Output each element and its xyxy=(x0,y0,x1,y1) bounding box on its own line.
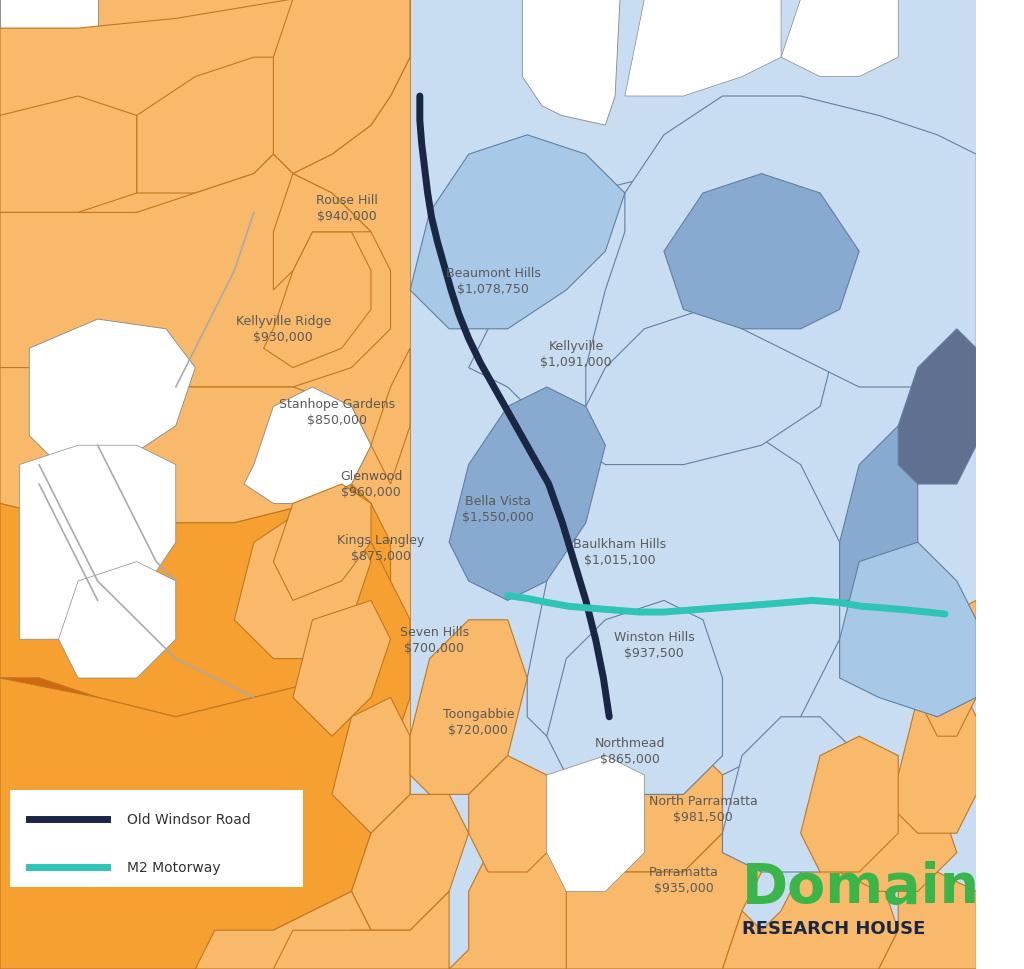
Polygon shape xyxy=(371,349,410,484)
Text: Parramatta
$935,000: Parramatta $935,000 xyxy=(648,865,719,894)
Text: Seven Hills
$700,000: Seven Hills $700,000 xyxy=(400,625,469,654)
Polygon shape xyxy=(410,0,976,969)
Polygon shape xyxy=(450,833,586,969)
Text: Old Windsor Road: Old Windsor Road xyxy=(127,812,251,826)
Polygon shape xyxy=(625,0,781,97)
Polygon shape xyxy=(351,795,469,930)
Polygon shape xyxy=(0,484,390,717)
Polygon shape xyxy=(0,0,410,233)
Polygon shape xyxy=(263,233,371,368)
Polygon shape xyxy=(410,620,527,795)
Polygon shape xyxy=(586,97,976,407)
Polygon shape xyxy=(664,174,859,329)
Text: Stanhope Gardens
$850,000: Stanhope Gardens $850,000 xyxy=(279,397,395,426)
Polygon shape xyxy=(522,0,620,126)
Polygon shape xyxy=(0,368,371,523)
Polygon shape xyxy=(0,0,97,29)
Text: Toongabbie
$720,000: Toongabbie $720,000 xyxy=(442,707,514,736)
Polygon shape xyxy=(0,97,136,213)
Polygon shape xyxy=(0,155,390,388)
Text: Glenwood
$960,000: Glenwood $960,000 xyxy=(340,470,402,499)
Polygon shape xyxy=(254,0,410,174)
Polygon shape xyxy=(918,601,976,736)
Polygon shape xyxy=(136,58,273,194)
Polygon shape xyxy=(273,891,450,969)
Polygon shape xyxy=(0,678,136,872)
Polygon shape xyxy=(58,562,176,678)
Polygon shape xyxy=(547,601,723,795)
Polygon shape xyxy=(176,795,371,930)
Polygon shape xyxy=(78,930,196,969)
Text: RESEARCH HOUSE: RESEARCH HOUSE xyxy=(742,920,926,937)
Polygon shape xyxy=(0,0,410,969)
Polygon shape xyxy=(19,446,176,640)
Polygon shape xyxy=(801,736,898,872)
Polygon shape xyxy=(723,717,859,872)
Polygon shape xyxy=(0,484,410,969)
Polygon shape xyxy=(723,853,898,969)
Text: Beaumont Hills
$1,078,750: Beaumont Hills $1,078,750 xyxy=(445,266,541,296)
Polygon shape xyxy=(469,174,840,465)
Polygon shape xyxy=(244,388,371,504)
Text: Northmead
$865,000: Northmead $865,000 xyxy=(595,736,665,766)
Polygon shape xyxy=(840,543,976,717)
Text: Kellyville Ridge
$930,000: Kellyville Ridge $930,000 xyxy=(236,315,331,344)
Polygon shape xyxy=(234,504,371,659)
Text: Rouse Hill
$940,000: Rouse Hill $940,000 xyxy=(315,194,378,223)
Text: North Parramatta
$981,500: North Parramatta $981,500 xyxy=(648,795,758,824)
Polygon shape xyxy=(879,678,976,833)
Polygon shape xyxy=(78,756,254,891)
Bar xyxy=(10,790,303,887)
Text: Bella Vista
$1,550,000: Bella Vista $1,550,000 xyxy=(462,494,534,523)
Polygon shape xyxy=(547,756,644,891)
Polygon shape xyxy=(30,320,196,465)
Polygon shape xyxy=(410,136,625,329)
Polygon shape xyxy=(293,601,390,736)
Text: Kellyville
$1,091,000: Kellyville $1,091,000 xyxy=(541,339,612,368)
Text: Baulkham Hills
$1,015,100: Baulkham Hills $1,015,100 xyxy=(573,538,667,567)
Polygon shape xyxy=(898,329,976,484)
Polygon shape xyxy=(450,388,605,601)
Text: Kings Langley
$875,000: Kings Langley $875,000 xyxy=(337,533,424,562)
Polygon shape xyxy=(0,833,117,969)
Text: Domain: Domain xyxy=(742,860,980,914)
Polygon shape xyxy=(879,872,976,969)
Polygon shape xyxy=(840,426,918,601)
Polygon shape xyxy=(566,833,762,969)
Polygon shape xyxy=(586,736,723,872)
Polygon shape xyxy=(840,775,956,891)
Text: Winston Hills
$937,500: Winston Hills $937,500 xyxy=(613,630,694,659)
Polygon shape xyxy=(469,756,566,872)
Polygon shape xyxy=(273,174,371,291)
Text: M2 Motorway: M2 Motorway xyxy=(127,860,220,874)
Polygon shape xyxy=(781,0,898,78)
Polygon shape xyxy=(332,698,410,833)
Polygon shape xyxy=(527,426,840,795)
Polygon shape xyxy=(273,484,371,601)
Polygon shape xyxy=(196,891,371,969)
